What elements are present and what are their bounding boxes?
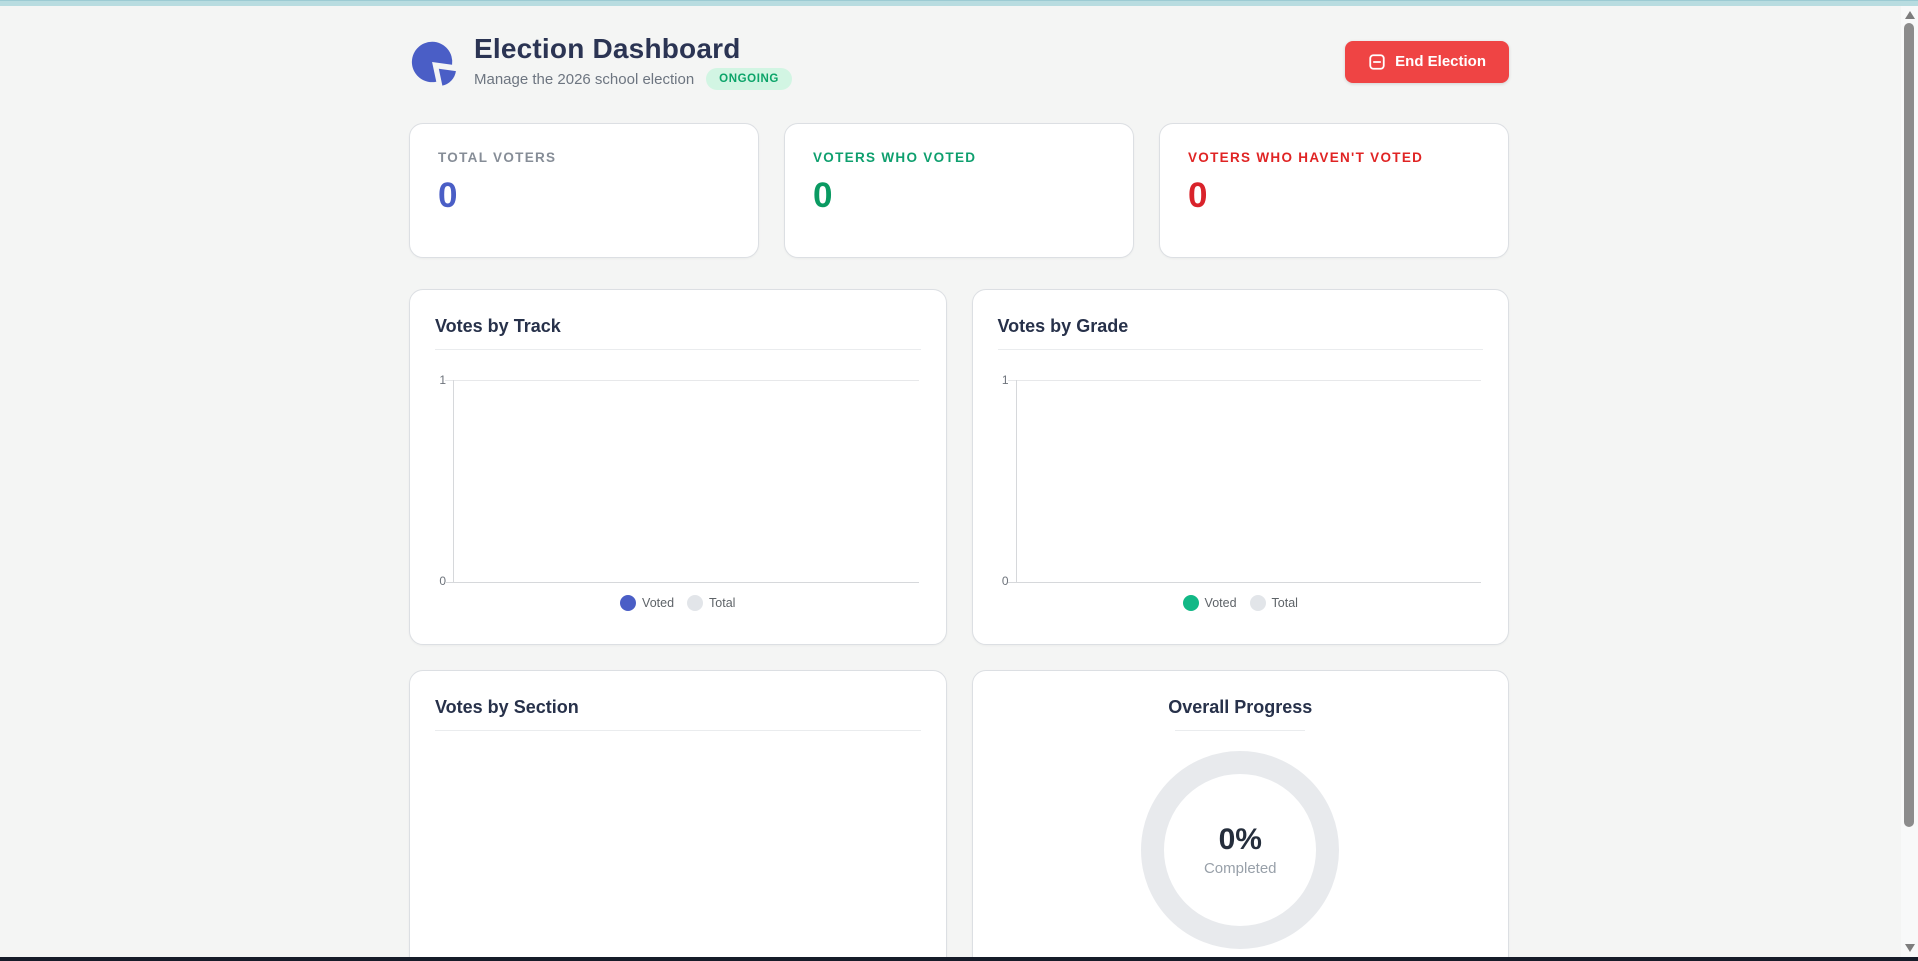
header-left: Election Dashboard Manage the 2026 schoo… xyxy=(409,33,792,90)
stat-value: 0 xyxy=(813,176,1105,216)
stat-label: VOTERS WHO HAVEN'T VOTED xyxy=(1188,150,1480,165)
stat-value: 0 xyxy=(438,176,730,216)
y-axis-tick: 0 xyxy=(435,575,446,587)
votes-by-section-card: Votes by Section xyxy=(409,670,947,961)
gridline xyxy=(1008,380,1482,381)
stats-row: TOTAL VOTERS 0 VOTERS WHO VOTED 0 VOTERS… xyxy=(409,123,1509,258)
page-subtitle: Manage the 2026 school election xyxy=(474,71,694,88)
square-minus-icon xyxy=(1368,53,1386,71)
card-title: Votes by Track xyxy=(435,316,921,337)
legend-label: Voted xyxy=(1205,596,1237,610)
card-title: Votes by Grade xyxy=(998,316,1484,337)
stat-card-total-voters: TOTAL VOTERS 0 xyxy=(409,123,759,258)
legend-dot-voted xyxy=(620,595,636,611)
x-axis-line xyxy=(1008,582,1482,583)
legend-item-voted: Voted xyxy=(620,595,674,611)
progress-ring: 0% Completed xyxy=(1141,751,1339,949)
chart-legend: Voted Total xyxy=(435,595,921,611)
y-axis-line xyxy=(453,380,454,582)
legend-label: Total xyxy=(709,596,735,610)
progress-label: Completed xyxy=(1204,860,1277,877)
legend-item-total: Total xyxy=(1250,595,1298,611)
card-title: Overall Progress xyxy=(998,697,1484,718)
legend-label: Voted xyxy=(642,596,674,610)
end-election-label: End Election xyxy=(1395,53,1486,70)
bottom-dark-edge xyxy=(0,957,1918,961)
y-axis-tick: 0 xyxy=(998,575,1009,587)
votes-by-grade-card: Votes by Grade 1 0 Voted Total xyxy=(972,289,1510,645)
scrollbar-thumb[interactable] xyxy=(1904,23,1914,827)
stat-label: VOTERS WHO VOTED xyxy=(813,150,1105,165)
pie-chart-logo-icon xyxy=(409,37,459,87)
header-text: Election Dashboard Manage the 2026 schoo… xyxy=(474,33,792,90)
chart-legend: Voted Total xyxy=(998,595,1484,611)
legend-dot-voted xyxy=(1183,595,1199,611)
dashboard-page: Election Dashboard Manage the 2026 schoo… xyxy=(409,0,1509,961)
divider xyxy=(1175,730,1305,731)
scrollbar-down-arrow-icon[interactable] xyxy=(1905,944,1915,952)
card-title: Votes by Section xyxy=(435,697,921,718)
header: Election Dashboard Manage the 2026 schoo… xyxy=(409,33,1509,90)
votes-by-track-card: Votes by Track 1 0 Voted Total xyxy=(409,289,947,645)
votes-by-track-chart: 1 0 Voted Total xyxy=(435,350,921,622)
charts-row: Votes by Track 1 0 Voted Total xyxy=(409,289,1509,645)
votes-by-grade-chart: 1 0 Voted Total xyxy=(998,350,1484,622)
divider xyxy=(435,730,921,731)
subtitle-row: Manage the 2026 school election ONGOING xyxy=(474,68,792,90)
page-title: Election Dashboard xyxy=(474,33,792,65)
stat-value: 0 xyxy=(1188,176,1480,216)
y-axis-line xyxy=(1016,380,1017,582)
legend-dot-total xyxy=(687,595,703,611)
status-badge: ONGOING xyxy=(706,68,792,90)
stat-card-voters-not-voted: VOTERS WHO HAVEN'T VOTED 0 xyxy=(1159,123,1509,258)
overall-progress-card: Overall Progress 0% Completed xyxy=(972,670,1510,961)
browser-top-strip xyxy=(0,0,1918,6)
gridline xyxy=(445,380,919,381)
legend-item-voted: Voted xyxy=(1183,595,1237,611)
progress-percent: 0% xyxy=(1219,823,1262,857)
stat-label: TOTAL VOTERS xyxy=(438,150,730,165)
scrollbar-up-arrow-icon[interactable] xyxy=(1905,11,1915,19)
end-election-button[interactable]: End Election xyxy=(1345,41,1509,83)
vertical-scrollbar[interactable] xyxy=(1901,6,1918,957)
legend-dot-total xyxy=(1250,595,1266,611)
bottom-row: Votes by Section Overall Progress 0% Com… xyxy=(409,670,1509,961)
legend-label: Total xyxy=(1272,596,1298,610)
legend-item-total: Total xyxy=(687,595,735,611)
stat-card-voters-who-voted: VOTERS WHO VOTED 0 xyxy=(784,123,1134,258)
x-axis-line xyxy=(445,582,919,583)
